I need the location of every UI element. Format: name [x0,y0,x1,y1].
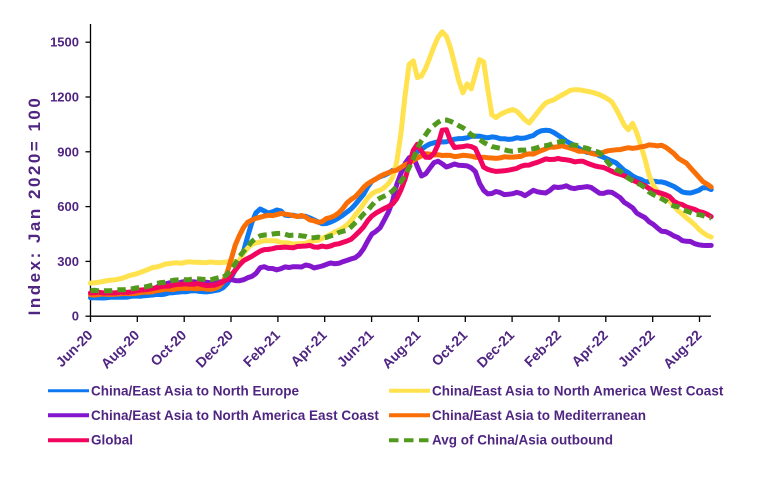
svg-text:China/East Asia to North Ameri: China/East Asia to North America East Co… [91,408,379,423]
svg-text:Global: Global [91,433,133,448]
svg-text:600: 600 [57,199,79,214]
svg-text:1200: 1200 [50,90,79,105]
svg-text:0: 0 [72,309,79,324]
svg-text:1500: 1500 [50,35,79,50]
svg-text:China/East Asia to Mediterrane: China/East Asia to Mediterranean [432,408,646,423]
svg-text:China/East Asia to North Ameri: China/East Asia to North America West Co… [432,383,724,398]
svg-text:China/East Asia to North Europ: China/East Asia to North Europe [91,383,300,398]
svg-text:Index: Jan 2020= 100: Index: Jan 2020= 100 [25,96,44,316]
svg-text:Avg of China/Asia outbound: Avg of China/Asia outbound [432,433,613,448]
svg-text:900: 900 [57,144,79,159]
svg-text:300: 300 [57,254,79,269]
